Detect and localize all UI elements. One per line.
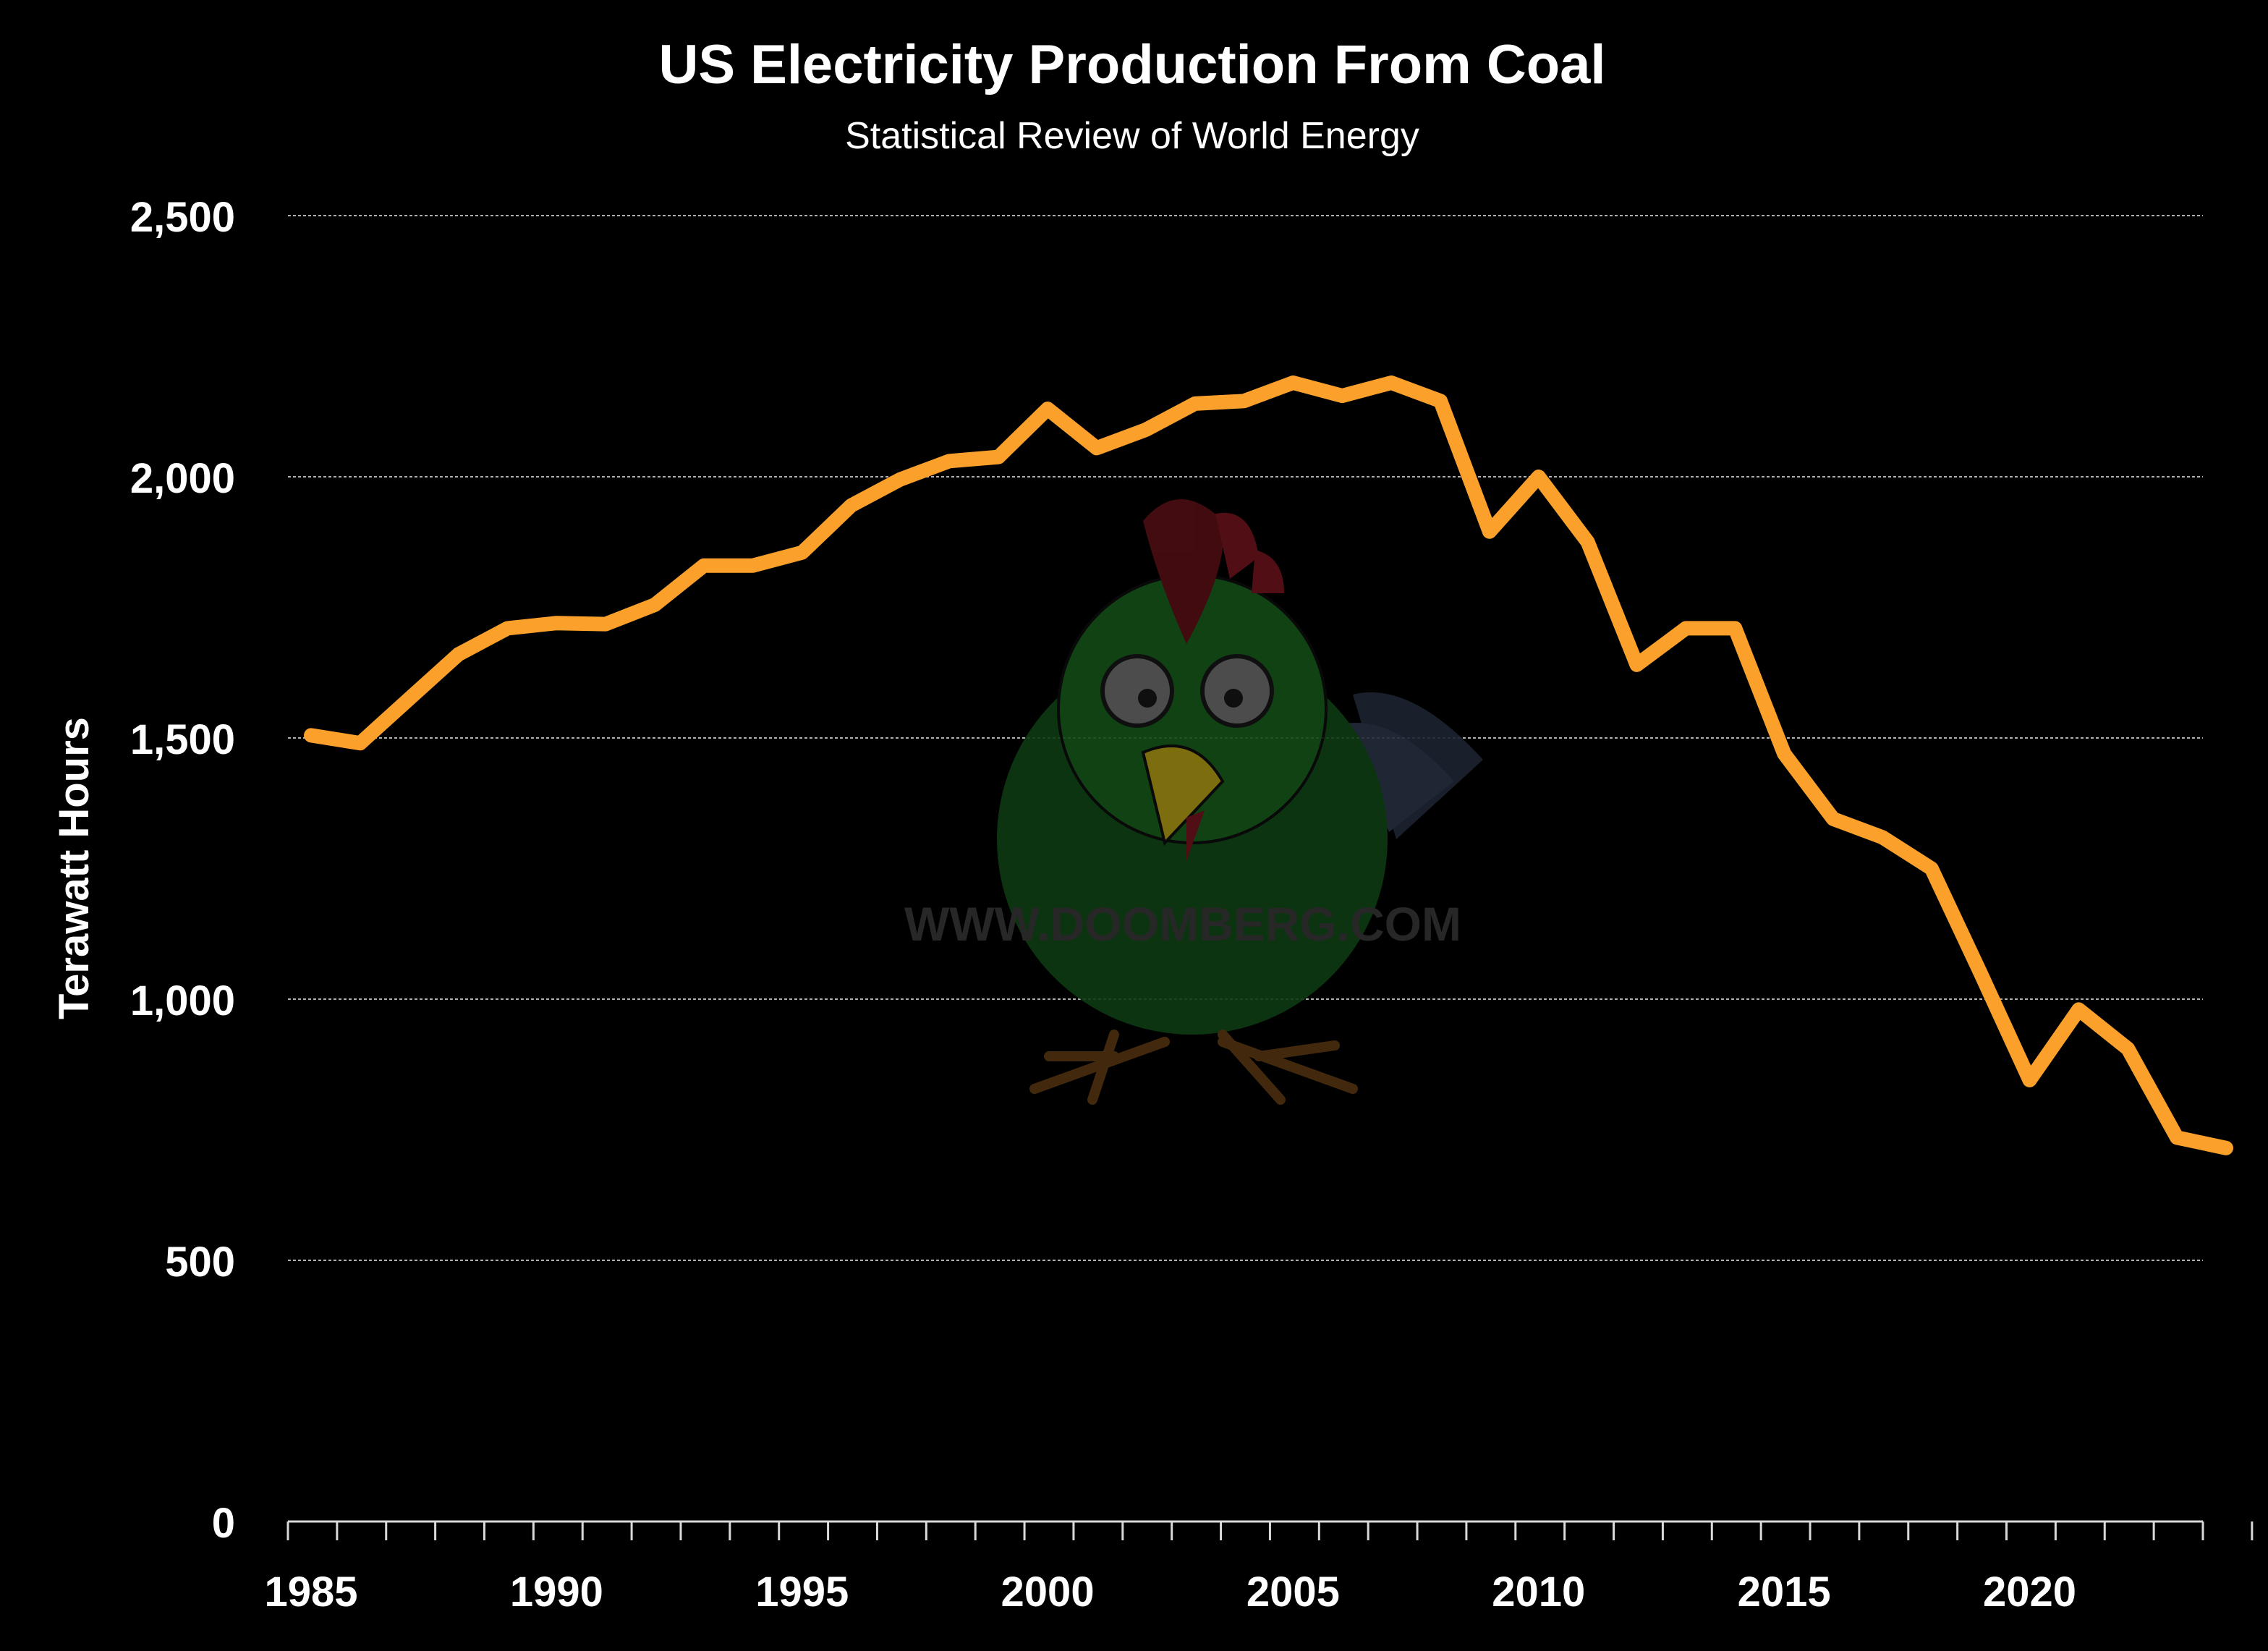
data-point	[2175, 1136, 2179, 1139]
y-tick-label: 2,500	[130, 194, 235, 241]
tick-labels: 0 500 1,000 1,500 2,000 2,500 1985 1990 1995 2000…	[130, 194, 2076, 1616]
data-point	[604, 622, 608, 626]
x-tick-label: 2010	[1492, 1569, 1585, 1616]
rooster-mascot-icon	[997, 499, 1483, 1105]
data-point	[653, 603, 657, 606]
y-tick-label: 1,000	[130, 977, 235, 1024]
data-point	[358, 742, 362, 745]
chart-subtitle: Statistical Review of World Energy	[845, 115, 1419, 157]
y-tick-label: 2,000	[130, 455, 235, 502]
x-tick-label: 2015	[1738, 1569, 1831, 1616]
data-point	[1733, 627, 1737, 630]
data-point	[702, 564, 705, 567]
data-point	[1635, 663, 1639, 666]
data-point	[1144, 428, 1147, 432]
data-point	[1783, 752, 1786, 755]
watermark-text: WWW.DOOMBERG.COM	[904, 897, 1461, 951]
data-point	[1193, 402, 1197, 405]
data-point	[456, 653, 460, 656]
data-point	[1390, 381, 1393, 385]
y-axis-label: Terawatt Hours	[51, 717, 98, 1019]
data-point	[1832, 817, 1835, 820]
data-point	[1684, 627, 1688, 630]
watermark: WWW.DOOMBERG.COM	[904, 499, 1483, 1105]
data-point	[948, 459, 951, 463]
data-point	[1537, 475, 1540, 478]
data-point	[2077, 1008, 2081, 1011]
x-tick-label: 2005	[1246, 1569, 1340, 1616]
data-point	[1979, 971, 1982, 975]
series-layer	[304, 375, 2233, 1155]
chart-title: US Electricity Production From Coal	[658, 34, 1605, 96]
series-line	[304, 375, 2233, 1155]
data-point	[1095, 446, 1098, 450]
x-tick-label: 2020	[1983, 1569, 2076, 1616]
data-point	[310, 734, 313, 737]
data-point	[1291, 381, 1295, 385]
data-point	[899, 478, 902, 481]
y-tick-label: 0	[212, 1500, 235, 1547]
data-point	[800, 551, 804, 554]
data-point	[1439, 399, 1443, 403]
x-tick-label: 1990	[510, 1569, 603, 1616]
data-point	[1880, 836, 1884, 839]
y-tick-label: 1,500	[130, 716, 235, 763]
data-point	[407, 697, 411, 700]
data-point	[555, 621, 558, 625]
x-tick-label: 1985	[264, 1569, 357, 1616]
data-point	[1586, 540, 1589, 544]
data-point	[849, 504, 853, 507]
data-point	[997, 455, 1001, 459]
data-point	[1487, 530, 1491, 533]
data-point	[1242, 399, 1246, 403]
data-point	[2028, 1078, 2031, 1082]
data-point	[1341, 394, 1344, 398]
data-point	[2225, 1146, 2227, 1150]
data-point	[1046, 407, 1050, 411]
x-axis	[286, 1520, 2254, 1540]
x-tick-label: 1995	[755, 1569, 849, 1616]
data-point	[506, 627, 509, 630]
data-point	[751, 564, 755, 567]
data-point	[2126, 1047, 2130, 1051]
data-point	[1929, 867, 1933, 870]
y-tick-label: 500	[165, 1239, 235, 1286]
x-tick-label: 2000	[1001, 1569, 1095, 1616]
